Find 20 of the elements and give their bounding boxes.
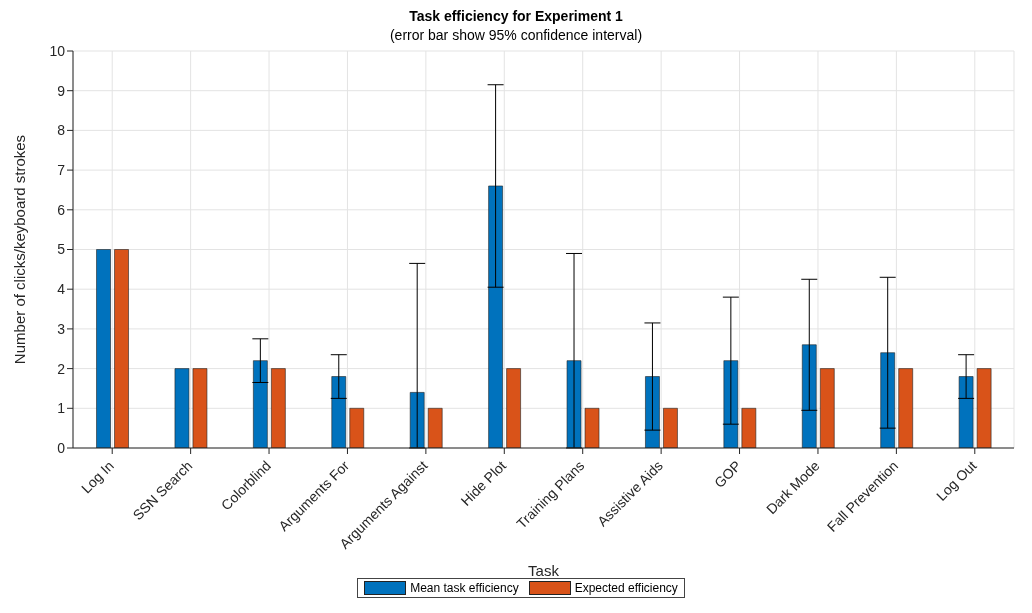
y-axis-title: Number of clicks/keyboard strokes bbox=[11, 134, 29, 365]
y-tick-label: 7 bbox=[57, 162, 66, 179]
y-tick-label: 10 bbox=[49, 42, 66, 59]
legend-label: Mean task efficiency bbox=[409, 581, 519, 595]
chart-subtitle: (error bar show 95% confidence interval) bbox=[388, 27, 644, 43]
y-tick-label: 4 bbox=[57, 281, 66, 298]
y-tick-label: 5 bbox=[57, 241, 66, 258]
y-tick-label: 0 bbox=[57, 439, 66, 456]
y-tick-label: 8 bbox=[57, 122, 66, 139]
y-tick-label: 2 bbox=[57, 360, 66, 377]
legend-label: Expected efficiency bbox=[573, 581, 678, 595]
x-tick-label: Log In bbox=[78, 457, 117, 497]
y-tick-label: 9 bbox=[57, 82, 66, 99]
x-tick-label: Hide Plot bbox=[457, 457, 510, 509]
x-axis-title: Task bbox=[528, 562, 560, 579]
chart-title: Task efficiency for Experiment 1 bbox=[408, 8, 624, 24]
y-tick-label: 1 bbox=[57, 400, 66, 417]
x-tick-label: Log Out bbox=[932, 457, 980, 504]
y-tick-label: 3 bbox=[57, 320, 66, 337]
y-tick-label: 6 bbox=[57, 201, 66, 218]
